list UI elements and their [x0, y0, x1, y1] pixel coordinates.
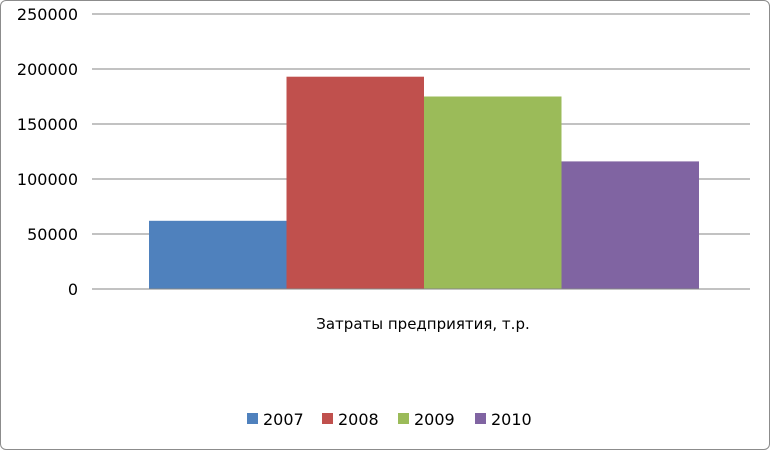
bar-2010 [561, 161, 699, 289]
legend-swatch [322, 413, 333, 424]
y-tick-label: 50000 [27, 225, 78, 244]
legend-swatch [398, 413, 409, 424]
legend-label: 2008 [338, 410, 379, 429]
y-axis: 0 50000 100000 150000 200000 250000 [17, 5, 97, 299]
legend-item-2009: 2009 [398, 410, 455, 429]
legend-swatch [247, 413, 258, 424]
legend: 2007 2008 2009 2010 [247, 410, 532, 429]
category-label: Затраты предприятия, т.р. [316, 315, 529, 333]
legend-item-2010: 2010 [475, 410, 532, 429]
legend-item-2008: 2008 [322, 410, 379, 429]
y-tick-label: 100000 [17, 170, 78, 189]
y-tick-label: 250000 [17, 5, 78, 24]
bar-2009 [424, 96, 562, 289]
y-tick-label: 200000 [17, 60, 78, 79]
legend-label: 2010 [491, 410, 532, 429]
bars [149, 76, 699, 289]
bar-2007 [149, 220, 287, 289]
legend-label: 2007 [263, 410, 304, 429]
legend-label: 2009 [414, 410, 455, 429]
y-tick-label: 150000 [17, 115, 78, 134]
legend-item-2007: 2007 [247, 410, 304, 429]
bar-2008 [286, 76, 424, 289]
legend-swatch [475, 413, 486, 424]
y-tick-label: 0 [68, 280, 78, 299]
